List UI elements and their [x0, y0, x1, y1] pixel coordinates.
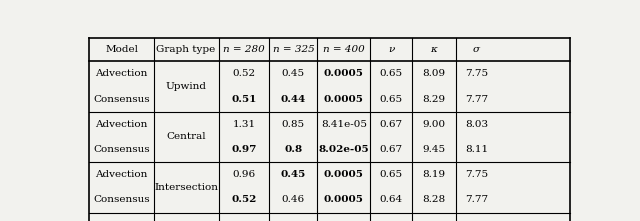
Text: 0.52: 0.52	[231, 195, 257, 204]
Text: 7.75: 7.75	[465, 69, 488, 78]
Text: ν: ν	[388, 46, 394, 54]
Text: 0.97: 0.97	[231, 145, 257, 154]
Text: 0.46: 0.46	[282, 195, 305, 204]
Text: Advection: Advection	[95, 120, 148, 129]
Text: 0.67: 0.67	[380, 120, 403, 129]
Text: 0.96: 0.96	[232, 170, 255, 179]
Text: 9.45: 9.45	[422, 145, 445, 154]
Text: n = 280: n = 280	[223, 46, 265, 54]
Text: 0.85: 0.85	[282, 120, 305, 129]
Text: 0.0005: 0.0005	[324, 170, 364, 179]
Text: 8.29: 8.29	[422, 95, 445, 104]
Text: 7.77: 7.77	[465, 95, 488, 104]
Text: 0.45: 0.45	[281, 170, 306, 179]
Text: Consensus: Consensus	[93, 145, 150, 154]
Text: κ: κ	[431, 46, 437, 54]
Text: 8.19: 8.19	[422, 170, 445, 179]
Text: 8.11: 8.11	[465, 145, 488, 154]
Text: 0.65: 0.65	[380, 69, 403, 78]
Text: 1.31: 1.31	[232, 120, 255, 129]
Text: 7.77: 7.77	[465, 195, 488, 204]
Text: 0.0005: 0.0005	[324, 95, 364, 104]
Text: 0.44: 0.44	[281, 95, 306, 104]
Text: 0.51: 0.51	[231, 95, 257, 104]
Text: 0.8: 0.8	[284, 145, 303, 154]
Text: 7.75: 7.75	[465, 170, 488, 179]
Text: Advection: Advection	[95, 170, 148, 179]
Text: 0.64: 0.64	[380, 195, 403, 204]
Text: Consensus: Consensus	[93, 95, 150, 104]
Text: 0.52: 0.52	[232, 69, 255, 78]
Text: Consensus: Consensus	[93, 195, 150, 204]
Text: 0.0005: 0.0005	[324, 69, 364, 78]
Text: 8.03: 8.03	[465, 120, 488, 129]
Text: n = 400: n = 400	[323, 46, 365, 54]
Text: Graph type: Graph type	[157, 46, 216, 54]
Text: 8.02e-05: 8.02e-05	[319, 145, 369, 154]
Text: Upwind: Upwind	[166, 82, 207, 91]
Text: 0.67: 0.67	[380, 145, 403, 154]
Text: 0.0005: 0.0005	[324, 195, 364, 204]
Text: 0.65: 0.65	[380, 170, 403, 179]
Text: Intersection: Intersection	[154, 183, 218, 192]
Text: n = 325: n = 325	[273, 46, 314, 54]
Text: 9.00: 9.00	[422, 120, 445, 129]
Text: 0.65: 0.65	[380, 95, 403, 104]
Text: Model: Model	[105, 46, 138, 54]
Text: 8.28: 8.28	[422, 195, 445, 204]
Text: σ: σ	[473, 46, 480, 54]
Text: Advection: Advection	[95, 69, 148, 78]
Text: 8.09: 8.09	[422, 69, 445, 78]
Text: Central: Central	[166, 132, 206, 141]
Text: 8.41e-05: 8.41e-05	[321, 120, 367, 129]
Text: 0.45: 0.45	[282, 69, 305, 78]
